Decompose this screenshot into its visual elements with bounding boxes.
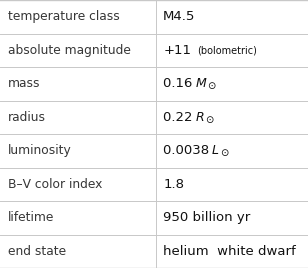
Text: 0.0038: 0.0038 (163, 144, 212, 157)
Text: lifetime: lifetime (8, 211, 54, 224)
Text: (bolometric): (bolometric) (197, 45, 257, 55)
Text: 0.22: 0.22 (163, 111, 195, 124)
Text: M4.5: M4.5 (163, 10, 196, 23)
Text: ⊙: ⊙ (205, 115, 213, 125)
Text: helium  white dwarf: helium white dwarf (163, 245, 296, 258)
Text: R: R (195, 111, 204, 124)
Text: ⊙: ⊙ (220, 148, 229, 158)
Text: temperature class: temperature class (8, 10, 120, 23)
Text: B–V color index: B–V color index (8, 178, 102, 191)
Text: absolute magnitude: absolute magnitude (8, 44, 131, 57)
Text: 950 billion yr: 950 billion yr (163, 211, 250, 224)
Text: M: M (195, 77, 206, 90)
Text: luminosity: luminosity (8, 144, 71, 157)
Text: mass: mass (8, 77, 40, 90)
Text: ⊙: ⊙ (207, 81, 216, 91)
Text: 1.8: 1.8 (163, 178, 184, 191)
Text: 0.16: 0.16 (163, 77, 195, 90)
Text: end state: end state (8, 245, 66, 258)
Text: L: L (212, 144, 219, 157)
Text: +11: +11 (163, 44, 191, 57)
Text: radius: radius (8, 111, 46, 124)
